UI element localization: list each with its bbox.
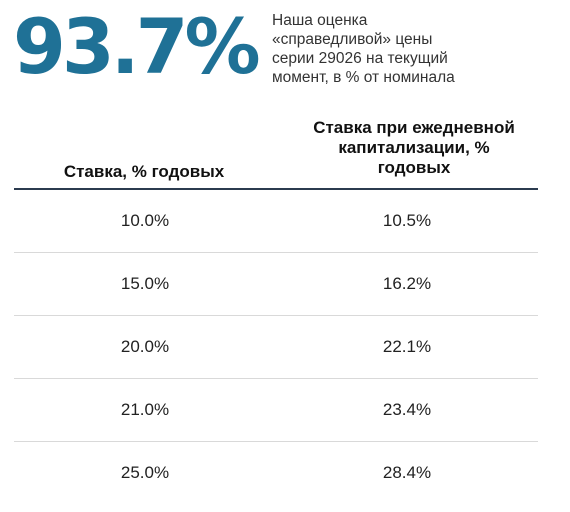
capitalized-rate-cell: 28.4% (382, 463, 432, 482)
table-header: Ставка, % годовых Ставка при ежедневной … (14, 118, 538, 190)
rate-cell: 20.0% (120, 337, 170, 356)
caption-line: «справедливой» цены (272, 31, 433, 48)
rates-table: Ставка, % годовых Ставка при ежедневной … (14, 118, 538, 504)
column-header-line: Ставка при ежедневной (313, 118, 515, 137)
capitalized-rate-cell: 23.4% (382, 400, 432, 419)
table-row: 20.0% 22.1% (14, 316, 538, 379)
fair-price-caption: Наша оценка «справедливой» цены серии 29… (272, 11, 562, 87)
table-row: 25.0% 28.4% (14, 442, 538, 504)
column-header-line: капитализации, % (338, 138, 490, 157)
table-row: 15.0% 16.2% (14, 253, 538, 316)
capitalized-rate-cell: 16.2% (382, 274, 432, 293)
rate-cell: 10.0% (120, 211, 170, 230)
column-header-line: Ставка, % годовых (63, 162, 225, 181)
capitalized-rate-cell: 22.1% (382, 337, 432, 356)
rate-cell: 21.0% (120, 400, 170, 419)
fair-price-value: 93.7% (13, 2, 261, 91)
column-header-rate: Ставка, % годовых (14, 162, 274, 182)
table-row: 10.0% 10.5% (14, 190, 538, 253)
column-header-daily-capitalization: Ставка при ежедневной капитализации, % г… (276, 118, 552, 178)
capitalized-rate-cell: 10.5% (382, 211, 432, 230)
caption-line: серии 29026 на текущий (272, 50, 448, 67)
caption-line: Наша оценка (272, 12, 368, 29)
table-row: 21.0% 23.4% (14, 379, 538, 442)
column-header-line: годовых (377, 158, 451, 177)
caption-line: момент, в % от номинала (272, 69, 455, 86)
rate-cell: 25.0% (120, 463, 170, 482)
rate-cell: 15.0% (120, 274, 170, 293)
